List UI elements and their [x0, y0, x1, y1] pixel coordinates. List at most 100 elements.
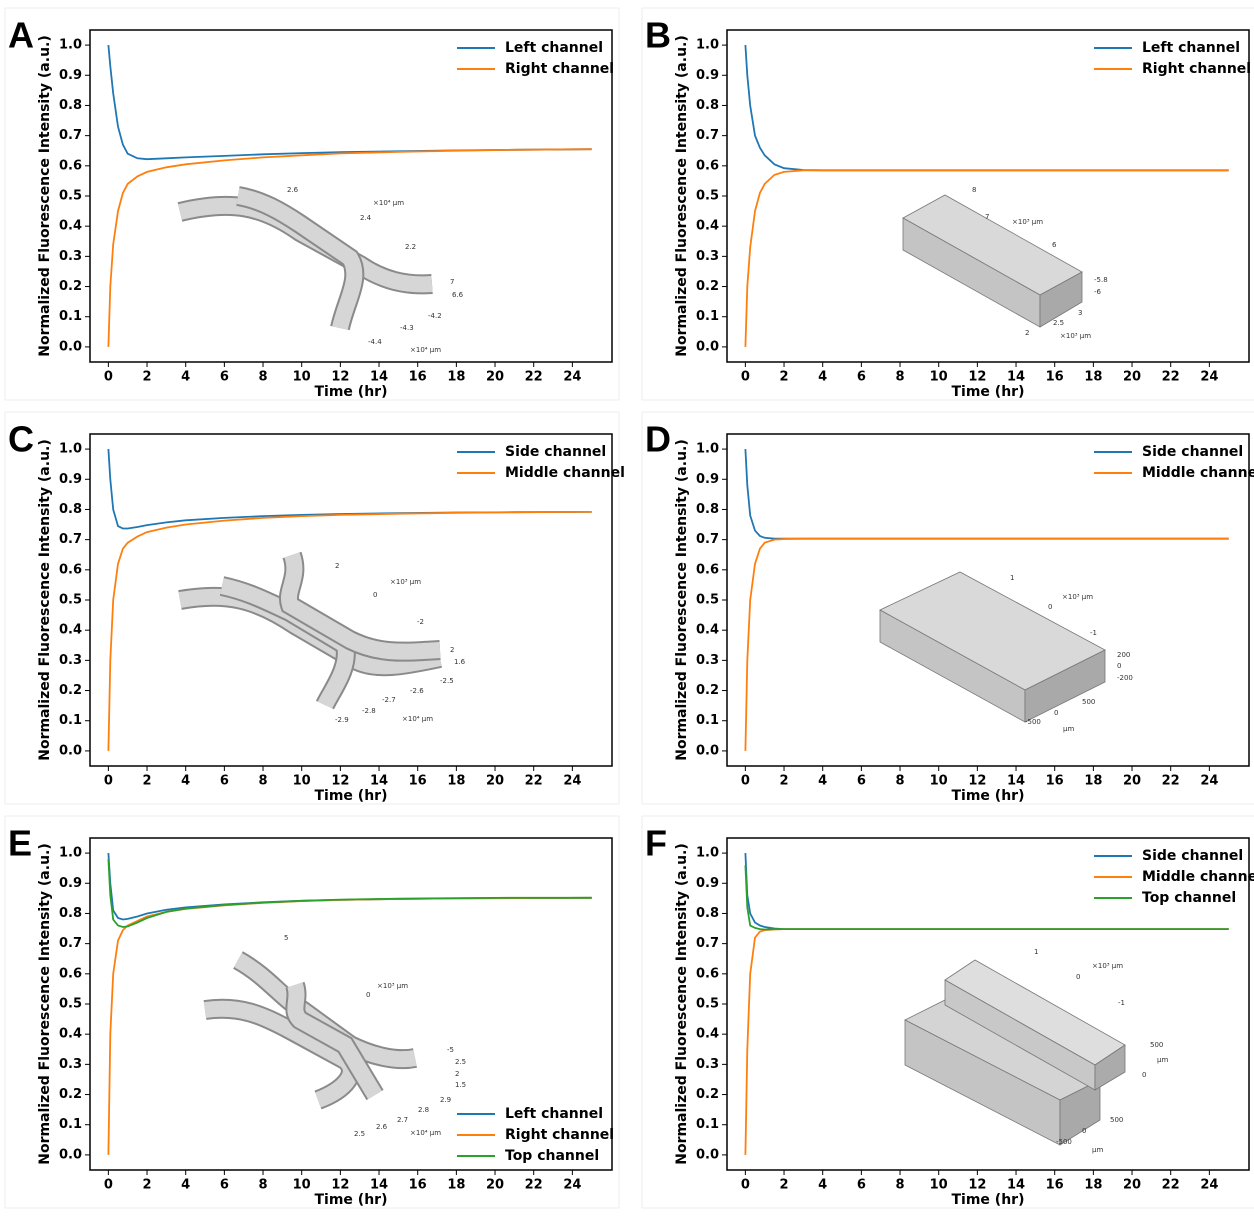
y-tick-label: 1.0	[59, 846, 82, 861]
y-tick-label: 0.0	[696, 743, 719, 758]
y-axis-label: Normalized Fluorescence Intensity (a.u.)	[37, 35, 53, 357]
x-tick-label: 16	[409, 370, 427, 385]
y-tick-label: 0.3	[696, 249, 719, 264]
inset-geometry	[903, 195, 1082, 327]
inset-label: -4.3	[400, 324, 414, 332]
y-tick-label: 0.2	[59, 279, 82, 294]
x-tick-label: 6	[857, 370, 866, 385]
inset-label: ×10³ μm	[390, 578, 421, 586]
x-tick-label: 20	[1123, 1178, 1141, 1193]
y-tick-label: 0.5	[696, 997, 719, 1012]
inset-label: 2.6	[287, 186, 299, 194]
y-tick-label: 0.3	[696, 1057, 719, 1072]
inset-label: -200	[1117, 674, 1133, 682]
x-tick-label: 10	[930, 774, 948, 789]
x-tick-label: 4	[818, 774, 827, 789]
inset-label: 2	[450, 646, 454, 654]
inset-label: 0	[366, 991, 370, 999]
y-tick-label: 1.0	[696, 38, 719, 53]
panel-label: C	[8, 419, 34, 460]
y-tick-label: 0.2	[59, 1087, 82, 1102]
inset-label: 0	[1076, 973, 1080, 981]
y-tick-label: 0.0	[59, 743, 82, 758]
legend-label: Side channel	[505, 444, 606, 460]
y-tick-label: 0.0	[59, 1147, 82, 1162]
x-tick-label: 10	[930, 370, 948, 385]
inset-label: μm	[1063, 725, 1074, 733]
x-tick-label: 8	[259, 1178, 268, 1193]
inset-label: 3	[1078, 309, 1082, 317]
x-axis-label: Time (hr)	[952, 788, 1025, 804]
inset-label: 2.5	[455, 1058, 466, 1066]
y-tick-label: 0.2	[696, 683, 719, 698]
legend-label: Left channel	[1142, 40, 1240, 56]
inset-geometry	[205, 960, 415, 1100]
inset-label: 2.8	[418, 1106, 429, 1114]
inset-label: -500	[1025, 718, 1041, 726]
legend-label: Right channel	[505, 61, 614, 77]
inset-label: -4.4	[368, 338, 382, 346]
inset-label: 1	[1034, 948, 1038, 956]
inset-label: ×10⁴ μm	[402, 715, 433, 723]
y-tick-label: 0.9	[59, 876, 82, 891]
inset-label: ×10³ μm	[1062, 593, 1093, 601]
x-tick-label: 22	[525, 370, 543, 385]
y-tick-label: 0.4	[59, 1027, 82, 1042]
x-tick-label: 4	[818, 1178, 827, 1193]
x-tick-label: 14	[1007, 370, 1025, 385]
y-tick-label: 0.3	[59, 249, 82, 264]
y-tick-label: 0.9	[59, 472, 82, 487]
inset-label: ×10³ μm	[377, 982, 408, 990]
inset-label: -6	[1094, 288, 1102, 296]
data-line	[745, 449, 1228, 539]
x-tick-label: 18	[1084, 1178, 1102, 1193]
legend-label: Side channel	[1142, 848, 1243, 864]
y-tick-label: 0.7	[696, 936, 719, 951]
x-tick-label: 6	[220, 774, 229, 789]
legend-label: Side channel	[1142, 444, 1243, 460]
x-tick-label: 6	[857, 1178, 866, 1193]
panel-label: F	[645, 823, 667, 864]
y-tick-label: 0.0	[696, 1147, 719, 1162]
inset-label: 2.4	[360, 214, 372, 222]
inset-label: 0	[1054, 709, 1058, 717]
y-axis-label: Normalized Fluorescence Intensity (a.u.)	[674, 439, 690, 761]
x-tick-label: 18	[447, 1178, 465, 1193]
y-tick-label: 1.0	[696, 846, 719, 861]
legend-label: Right channel	[505, 1127, 614, 1143]
x-tick-label: 20	[486, 1178, 504, 1193]
inset-label: 6	[1052, 241, 1057, 249]
x-tick-label: 10	[293, 370, 311, 385]
x-tick-label: 0	[741, 774, 750, 789]
x-tick-label: 20	[486, 774, 504, 789]
x-tick-label: 2	[143, 1178, 152, 1193]
inset-label: 7	[985, 213, 989, 221]
x-tick-label: 0	[741, 370, 750, 385]
inset-label: 2.9	[440, 1096, 451, 1104]
inset-label: 1.5	[455, 1081, 466, 1089]
y-tick-label: 0.9	[59, 68, 82, 83]
x-tick-label: 8	[896, 774, 905, 789]
plot-area	[727, 30, 1249, 362]
inset-label: ×10³ μm	[1092, 962, 1123, 970]
x-tick-label: 24	[563, 774, 581, 789]
inset-label: -2.6	[410, 687, 424, 695]
x-tick-label: 6	[857, 774, 866, 789]
x-tick-label: 16	[409, 774, 427, 789]
x-tick-label: 22	[525, 774, 543, 789]
x-tick-label: 18	[1084, 774, 1102, 789]
inset-label: -2.7	[382, 696, 396, 704]
x-tick-label: 24	[563, 370, 581, 385]
legend-label: Middle channel	[1142, 465, 1254, 481]
y-tick-label: 0.7	[59, 128, 82, 143]
panel-label: B	[645, 15, 671, 56]
y-tick-label: 0.6	[696, 562, 719, 577]
y-tick-label: 0.8	[59, 906, 82, 921]
y-tick-label: 0.0	[59, 339, 82, 354]
legend-label: Middle channel	[505, 465, 625, 481]
data-line	[108, 859, 591, 927]
y-tick-label: 0.4	[59, 623, 82, 638]
x-axis-label: Time (hr)	[315, 384, 388, 400]
inset-label: 1.6	[454, 658, 466, 666]
y-tick-label: 0.8	[59, 502, 82, 517]
